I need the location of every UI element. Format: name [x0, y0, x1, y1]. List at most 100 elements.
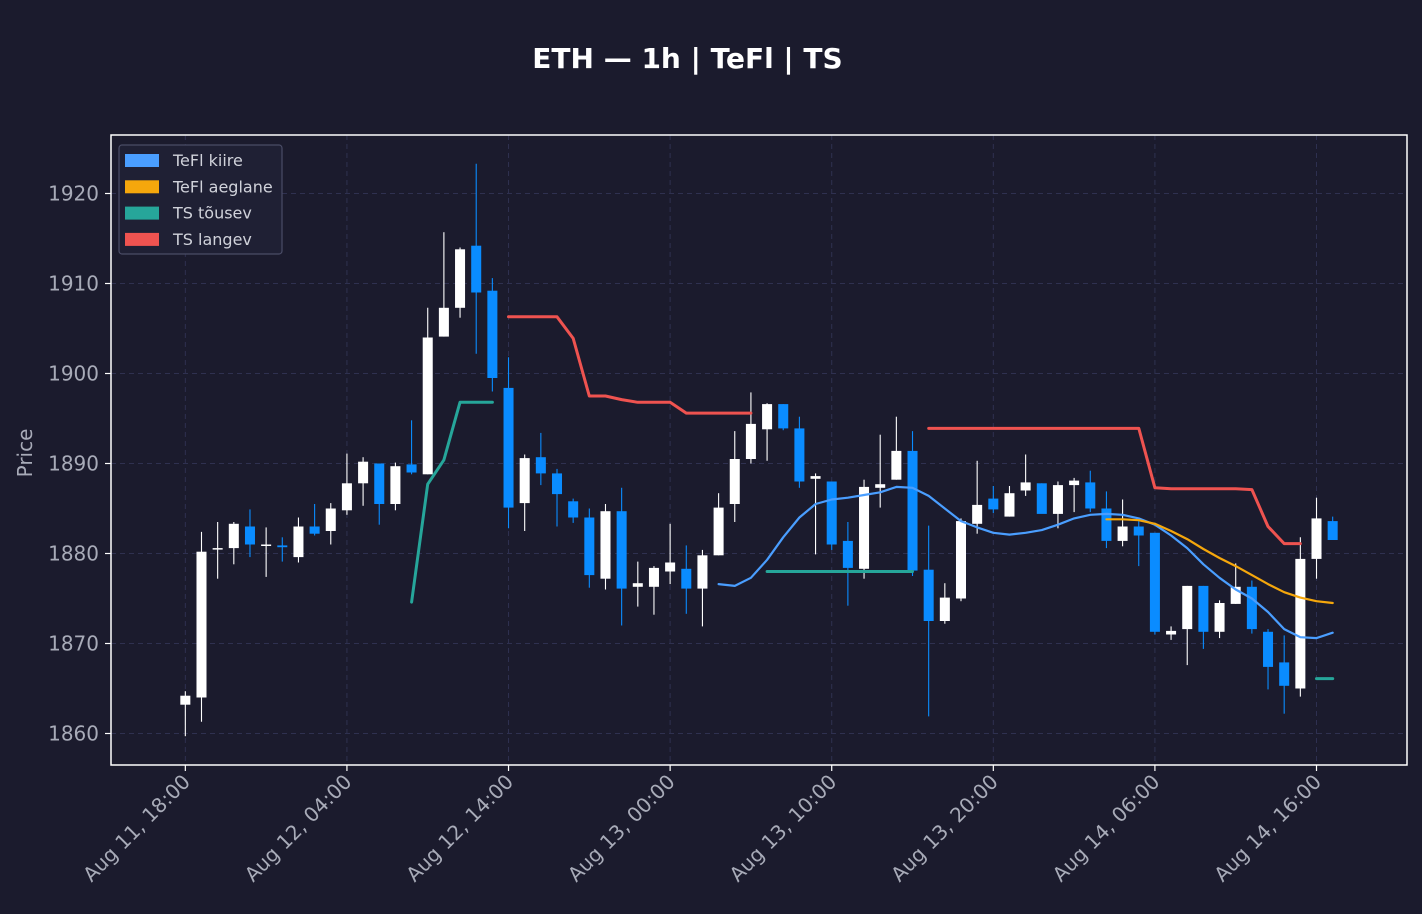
x-tick-label: Aug 12, 04:00: [240, 770, 357, 887]
candle-body: [875, 484, 886, 488]
candle-body: [196, 551, 207, 698]
candle-body: [455, 249, 466, 308]
candle-body: [471, 245, 482, 293]
y-tick-label: 1920: [48, 182, 99, 206]
indicator-lines: [410, 315, 1335, 681]
candle-body: [891, 450, 902, 480]
legend-swatch: [125, 206, 159, 220]
y-axis-label: Price: [13, 429, 37, 478]
candle-body: [438, 307, 449, 337]
candle-body: [519, 458, 530, 504]
candle-body: [277, 545, 288, 548]
candle-body: [1246, 586, 1257, 630]
candle-wicks: [184, 163, 1334, 737]
x-tick-label: Aug 14, 06:00: [1048, 770, 1165, 887]
candle-body: [955, 521, 967, 599]
candle-body: [681, 568, 692, 589]
candle-body: [1279, 662, 1290, 686]
candle-body: [1263, 631, 1274, 667]
candle-body: [406, 464, 417, 473]
candle-body: [1182, 585, 1193, 630]
series-line-tefl-aeglane: [1105, 518, 1334, 605]
candle-body: [1052, 485, 1063, 514]
legend-entry-label: TeFl aeglane: [172, 177, 273, 196]
candle-body: [374, 463, 385, 504]
candle-body: [1133, 526, 1144, 536]
candle-body: [1036, 483, 1047, 514]
candle-body: [697, 555, 708, 589]
grid-lines: [111, 135, 1407, 765]
candle-body: [1295, 558, 1306, 689]
candle-body: [1311, 518, 1322, 559]
candle-body: [600, 511, 611, 579]
candle-body: [810, 476, 821, 479]
candle-body: [325, 508, 336, 531]
candle-body: [1004, 493, 1015, 517]
candle-body: [923, 569, 934, 621]
candle-body: [551, 473, 563, 495]
candle-body: [535, 457, 546, 474]
candle-body: [1101, 508, 1112, 541]
legend-entry-label: TeFl kiire: [172, 151, 243, 170]
candle-body: [1166, 630, 1177, 635]
candle-body: [632, 583, 643, 587]
candle-body: [244, 526, 255, 545]
candle-body: [745, 423, 756, 459]
candle-body: [422, 337, 433, 475]
candle-body: [859, 486, 870, 569]
candle-body: [1230, 586, 1241, 604]
candle-body: [1198, 585, 1209, 632]
chart-legend: TeFl kiire TeFl aeglane TS tõusev TS langev: [118, 144, 283, 255]
series-line-ts-langev: [927, 426, 1302, 546]
candle-body: [261, 544, 272, 546]
y-tick-label: 1910: [48, 272, 99, 296]
legend-box: [118, 144, 283, 255]
candle-body: [584, 517, 595, 576]
y-tick-label: 1890: [48, 452, 99, 476]
plot-frame: [110, 134, 1408, 766]
candle-body: [503, 387, 514, 508]
series-line-ts-t-usev: [410, 400, 494, 604]
series-line-tefl-kiire: [717, 485, 1334, 640]
candle-body: [228, 523, 239, 549]
candle-body: [665, 562, 676, 572]
x-tick-label: Aug 13, 20:00: [886, 770, 1003, 887]
candle-body: [988, 498, 999, 510]
candle-body: [390, 466, 401, 504]
x-tick-label: Aug 13, 10:00: [724, 770, 841, 887]
candle-body: [826, 481, 837, 545]
y-tick-label: 1880: [48, 542, 99, 566]
candle-body: [1020, 482, 1031, 491]
legend-entry-label: TS tõusev: [172, 204, 252, 223]
candle-body: [939, 597, 950, 621]
candle-body: [762, 404, 773, 430]
chart-title: ETH — 1h | TeFl | TS: [532, 42, 843, 75]
legend-swatch: [125, 154, 159, 167]
candle-body: [907, 450, 918, 571]
candle-body: [180, 695, 191, 705]
x-tick-label: Aug 12, 14:00: [401, 770, 518, 887]
candle-body: [1214, 603, 1225, 632]
candle-body: [794, 428, 805, 482]
candle-body: [729, 459, 740, 504]
candle-body: [778, 404, 789, 429]
candle-body: [568, 501, 579, 518]
x-tick-label: Aug 11, 18:00: [78, 770, 195, 887]
candle-body: [1327, 521, 1338, 540]
candle-body: [487, 290, 498, 378]
x-tick-label: Aug 14, 16:00: [1209, 770, 1326, 887]
candle-body: [341, 483, 352, 511]
candle-body: [358, 461, 369, 484]
candle-body: [309, 526, 320, 534]
candle-body: [648, 567, 659, 587]
legend-swatch: [125, 232, 159, 246]
candle-body: [1117, 526, 1128, 541]
y-tick-label: 1900: [48, 362, 99, 386]
y-tick-label: 1870: [48, 632, 99, 656]
candle-body: [293, 526, 304, 558]
candle-body: [1149, 532, 1160, 632]
series-line-ts-langev: [507, 315, 753, 415]
candle-body: [1085, 482, 1096, 509]
candle-body: [616, 511, 627, 589]
candle-body: [1069, 480, 1080, 486]
